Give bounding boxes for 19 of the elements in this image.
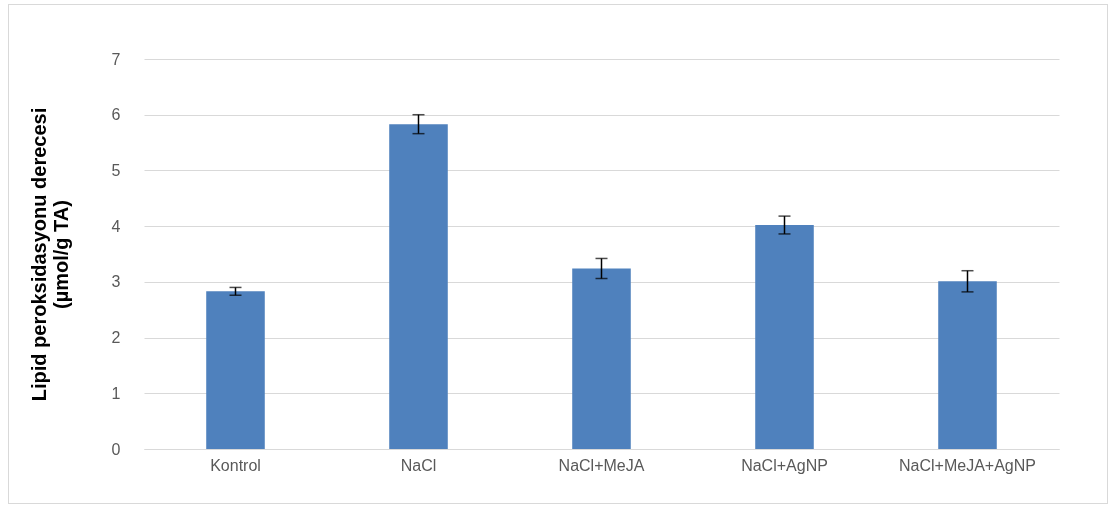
y-tick-label: 3 <box>111 273 121 291</box>
bar <box>938 281 997 449</box>
y-tick-label: 4 <box>111 217 121 235</box>
y-axis-title: Lipid peroksidasyonu derecesi (µmol/g TA) <box>27 107 72 402</box>
x-tick-label: NaCl <box>400 456 437 474</box>
bar <box>206 291 265 449</box>
x-tick-label: NaCl+AgNP <box>741 456 828 474</box>
x-tick-label: NaCl+MeJA+AgNP <box>899 456 1036 474</box>
bar <box>755 225 814 449</box>
y-tick-label: 0 <box>111 440 121 458</box>
x-tick-label: NaCl+MeJA <box>558 456 645 474</box>
y-tick-label: 6 <box>111 106 121 124</box>
bar <box>572 268 631 449</box>
bar <box>389 124 448 449</box>
y-tick-label: 1 <box>111 384 121 402</box>
y-tick-label: 7 <box>111 50 121 68</box>
y-tick-label: 2 <box>111 329 121 347</box>
x-tick-label: Kontrol <box>210 456 261 474</box>
y-tick-label: 5 <box>111 161 121 179</box>
